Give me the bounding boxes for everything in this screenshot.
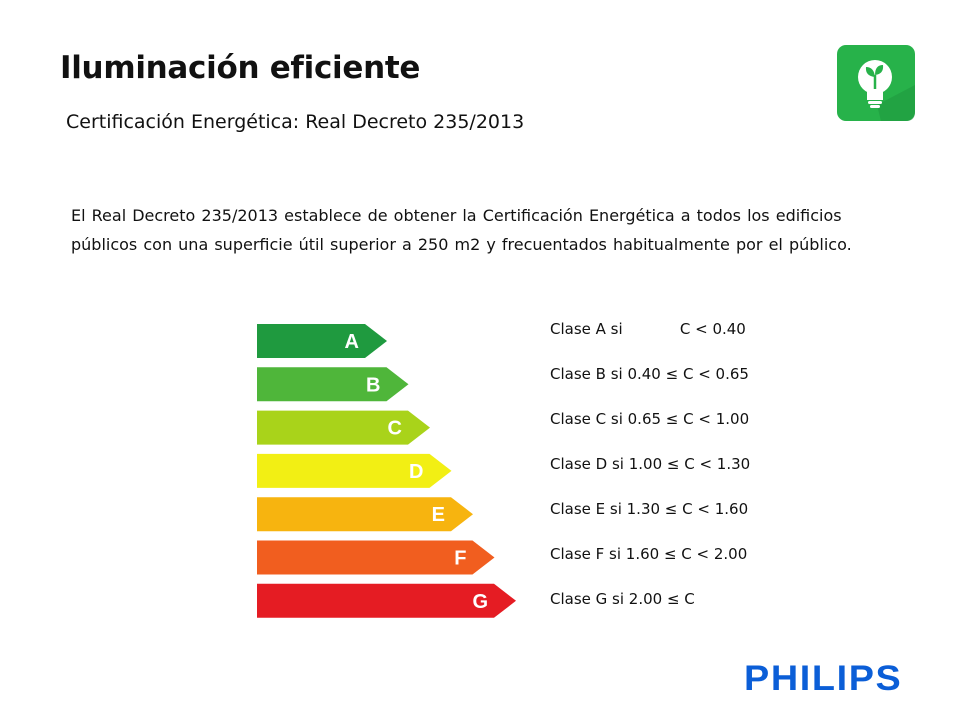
body-text-line-2: públicos con una superficie útil superio… <box>71 235 852 254</box>
class-list-item-d: Clase D si 1.00 ≤ C < 1.30 <box>550 455 751 473</box>
energy-bar-c <box>257 410 430 445</box>
page-title: Iluminación eficiente <box>60 50 421 86</box>
class-list-item-a: Clase A si C < 0.40 <box>550 320 746 338</box>
energy-bar-a <box>257 324 387 358</box>
energy-bar-label-b: B <box>366 374 380 396</box>
class-list-item-b: Clase B si 0.40 ≤ C < 0.65 <box>550 365 749 383</box>
energy-bar-label-e: E <box>432 504 445 526</box>
energy-bar-label-g: G <box>472 591 488 613</box>
energy-bar-label-a: A <box>345 331 359 353</box>
body-text-line-1: El Real Decreto 235/2013 establece de ob… <box>71 206 842 225</box>
energy-bar-label-f: F <box>454 548 466 570</box>
energy-bar-f <box>257 540 495 575</box>
class-list-item-g: Clase G si 2.00 ≤ C <box>550 590 695 608</box>
body-paragraph: El Real Decreto 235/2013 establece de ob… <box>71 201 911 259</box>
energy-bar-d <box>257 453 452 488</box>
energy-bar-g <box>257 583 516 618</box>
energy-bar-label-d: D <box>409 461 423 483</box>
energy-bar-e <box>257 497 473 532</box>
page-subtitle: Certificación Energética: Real Decreto 2… <box>66 111 525 133</box>
energy-bar-label-c: C <box>388 418 402 440</box>
class-list-item-e: Clase E si 1.30 ≤ C < 1.60 <box>550 500 749 518</box>
energy-bar-b <box>257 367 409 402</box>
class-list-item-f: Clase F si 1.60 ≤ C < 2.00 <box>550 545 748 563</box>
philips-logo: PHILIPS <box>744 659 903 698</box>
lightbulb-leaf-icon <box>837 45 915 121</box>
energy-class-list: Clase A si C < 0.40 Clase B si 0.40 ≤ C … <box>550 320 750 635</box>
class-list-item-c: Clase C si 0.65 ≤ C < 1.00 <box>550 410 750 428</box>
